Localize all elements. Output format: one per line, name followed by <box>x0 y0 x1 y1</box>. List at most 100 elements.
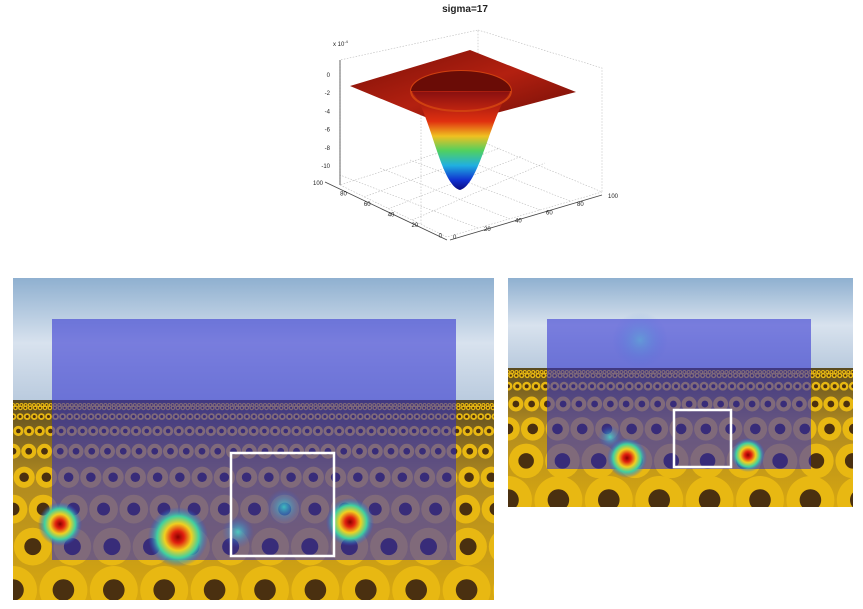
sunflower-center <box>598 489 620 507</box>
x-tick-label: 20 <box>484 227 491 233</box>
z-tick-label: -2 <box>325 91 331 97</box>
sunflower-center <box>543 384 548 389</box>
sunflower-center <box>826 371 829 373</box>
x-tick-label: 100 <box>608 194 619 200</box>
sunflower-center <box>16 404 19 406</box>
sunflower-center <box>851 384 853 389</box>
sunflower-center <box>536 374 540 377</box>
sunflower-center <box>813 371 816 373</box>
sunflower-center <box>527 423 539 435</box>
sunflower-center <box>18 415 22 419</box>
sunflower-center <box>512 400 520 408</box>
sunflower-center <box>827 374 830 377</box>
sunflower-center <box>489 502 494 516</box>
sunflower-center <box>811 400 819 408</box>
sunflower-petals <box>13 413 17 420</box>
sunflower-center <box>814 384 818 389</box>
sunflower-center <box>511 371 514 373</box>
sunflower-center <box>482 447 489 455</box>
sunflower-center <box>817 371 820 373</box>
sunflower-center <box>486 406 490 409</box>
sunflower-center <box>816 374 819 377</box>
sunflower-center <box>13 502 20 516</box>
sunflower-center <box>455 579 478 600</box>
sunflower-center <box>508 371 509 373</box>
sunflower-center <box>532 371 535 373</box>
sunflower-center <box>254 579 276 600</box>
sunflower-center <box>457 404 460 406</box>
sunflower-center <box>304 579 327 600</box>
sunflower-center <box>838 371 841 373</box>
sunflower-center <box>842 384 846 389</box>
z-tick-label: -8 <box>325 146 331 152</box>
sunflower-center <box>355 579 377 600</box>
y-tick-label: 60 <box>364 202 371 208</box>
sunflower-center <box>43 406 47 409</box>
sunflower-center <box>486 472 494 483</box>
y-tick-label: 0 <box>439 234 443 240</box>
sunflower-center <box>519 371 522 373</box>
sunflower-center <box>459 538 477 556</box>
sunflower-center <box>515 371 518 373</box>
sunflower-center <box>39 406 42 409</box>
sunflower-center <box>19 472 29 483</box>
sunflower-center <box>544 371 547 373</box>
sunflower-center <box>481 406 485 409</box>
sunflower-center <box>20 404 23 406</box>
sunflower-center <box>24 404 27 406</box>
sunflower-center <box>499 538 516 555</box>
sunflower-center <box>844 374 847 377</box>
sunflower-center <box>52 579 75 600</box>
sunflower-petals <box>493 583 494 597</box>
x-tick-label: 80 <box>577 202 584 208</box>
sunflower-center <box>833 374 836 377</box>
sunflower-center <box>469 404 472 406</box>
sunflower-center <box>542 374 545 377</box>
sunflower-center <box>490 404 493 406</box>
sunflower-center <box>16 428 21 434</box>
sunflower-center <box>822 374 825 377</box>
sunflower-center <box>749 489 771 507</box>
sunflower-center <box>811 374 814 377</box>
sunflower-center <box>459 502 473 516</box>
selection-box <box>229 451 336 558</box>
sunflower-center <box>526 374 529 377</box>
sunflower-center <box>515 374 518 377</box>
x-tick-label: 40 <box>515 219 522 225</box>
heatmap-spots <box>598 312 765 478</box>
sunflower-center <box>466 447 474 455</box>
sunflower-center <box>479 415 483 419</box>
sunflower-center <box>547 489 570 507</box>
sunflower-center <box>13 404 14 406</box>
sunflower-center <box>472 406 475 409</box>
sunflower-center <box>498 448 505 455</box>
sunflower-center <box>13 447 17 455</box>
sunflower-center <box>24 406 27 409</box>
z-tick-label: 0 <box>327 73 331 79</box>
sunflower-center <box>506 579 528 601</box>
sunflower-center <box>808 453 825 469</box>
sunflower-center <box>540 371 543 373</box>
sunflower-petals <box>848 381 853 391</box>
y-tick-label: 20 <box>412 223 419 229</box>
heatmap-overlay <box>547 319 811 469</box>
z-tick-label: -6 <box>325 128 331 134</box>
sunflower-center <box>467 406 470 409</box>
sunflower-center <box>827 400 835 408</box>
sunflower-center <box>462 406 465 409</box>
sunflower-center <box>843 371 845 373</box>
sunflower-center <box>457 415 462 419</box>
sunflower-center <box>28 404 31 406</box>
surface-well <box>412 92 510 190</box>
sunflower-center <box>830 371 833 373</box>
sunflower-center <box>13 415 15 419</box>
x-tick-label: 0 <box>453 235 457 241</box>
sunflower-center <box>847 371 850 373</box>
sunflower-center <box>13 579 24 600</box>
plot-title: sigma=17 <box>442 4 488 15</box>
sunflower-center <box>476 428 481 434</box>
sunflower-center <box>37 428 43 434</box>
sunflower-petals <box>13 494 28 524</box>
